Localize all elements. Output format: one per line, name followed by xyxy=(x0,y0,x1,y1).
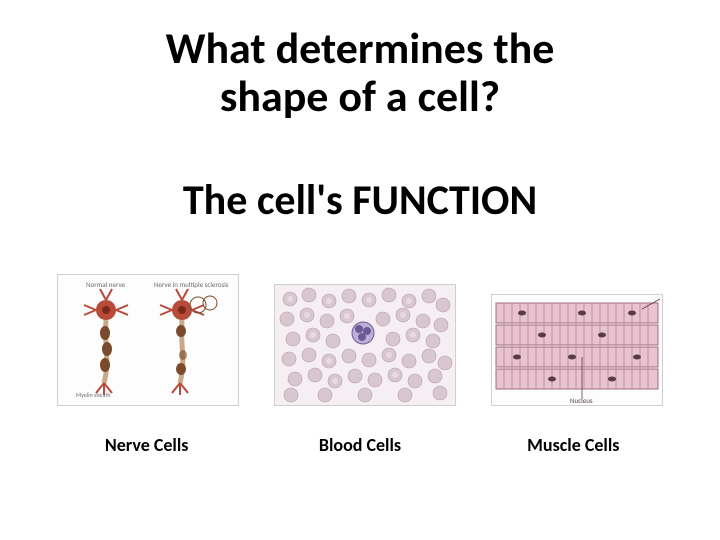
blood-cells-icon xyxy=(275,285,455,405)
images-row: Normal nerve xyxy=(0,274,720,406)
blood-cells-figure xyxy=(274,284,456,406)
blood-cells-caption: Blood Cells xyxy=(253,434,466,456)
slide-subtitle: The cell's FUNCTION xyxy=(0,175,720,226)
muscle-cells-figure: Nucleus xyxy=(491,294,663,406)
title-line-1: What determines the xyxy=(166,21,555,75)
nerve-cells-icon: Normal nerve xyxy=(58,275,238,405)
svg-text:Nucleus: Nucleus xyxy=(570,396,593,405)
muscle-cells-image: Nucleus xyxy=(491,294,663,406)
muscle-cells-caption: Muscle Cells xyxy=(467,434,680,456)
muscle-cells-icon: Nucleus xyxy=(492,295,662,405)
svg-text:Nerve in multiple sclerosis: Nerve in multiple sclerosis xyxy=(154,280,229,289)
nerve-cells-caption: Nerve Cells xyxy=(40,434,253,456)
nerve-cells-figure: Normal nerve xyxy=(57,274,239,406)
nerve-cells-image: Normal nerve xyxy=(57,274,239,406)
captions-row: Nerve Cells Blood Cells Muscle Cells xyxy=(0,434,720,456)
blood-cells-image xyxy=(274,284,456,406)
svg-text:Normal nerve: Normal nerve xyxy=(86,280,126,289)
slide-title: What determines the shape of a cell? xyxy=(0,0,720,121)
svg-text:Myelin sheath: Myelin sheath xyxy=(76,391,111,399)
title-line-2: shape of a cell? xyxy=(220,69,500,123)
